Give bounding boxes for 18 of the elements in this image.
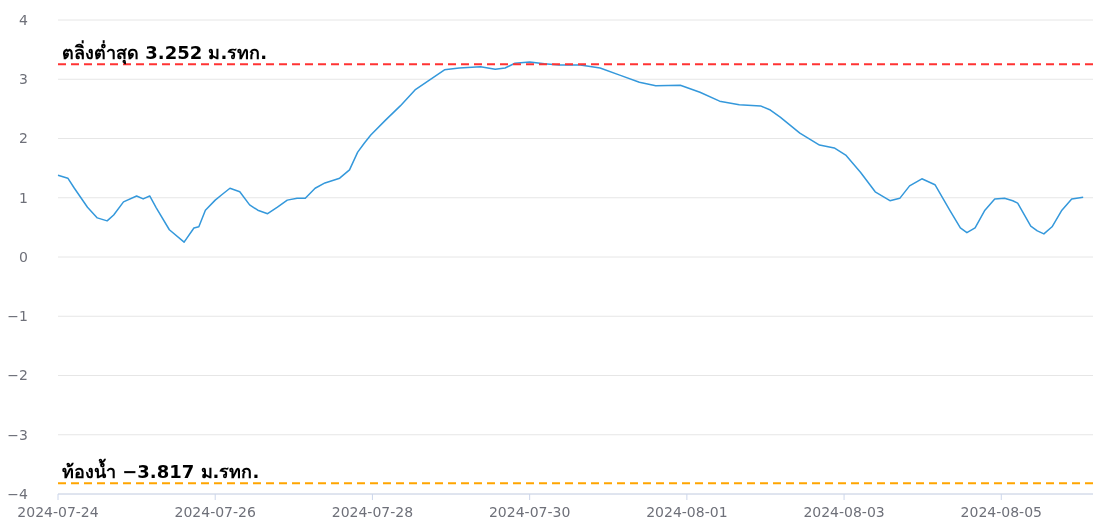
x-tick-label: 2024-07-28 [331, 504, 414, 520]
y-tick-label: −3 [7, 426, 28, 443]
y-tick-label: 0 [19, 248, 28, 265]
y-tick-label: 2 [19, 130, 28, 147]
y-tick-label: 3 [19, 71, 28, 88]
y-tick-label: 1 [19, 189, 28, 206]
y-tick-label: 4 [19, 11, 29, 28]
y-tick-label: −4 [7, 485, 29, 502]
x-tick-label: 2024-08-01 [646, 504, 728, 520]
ref-line-label: ท้องน้ำ −3.817 ม.รทก. [62, 458, 260, 483]
x-tick-label: 2024-07-24 [17, 504, 99, 520]
x-tick-label: 2024-08-05 [960, 504, 1042, 520]
y-tick-label: −1 [7, 308, 28, 325]
x-tick-label: 2024-07-26 [174, 504, 256, 520]
ref-line-label: ตลิ่งต่ำสุด 3.252 ม.รทก. [62, 40, 268, 66]
x-tick-label: 2024-08-03 [803, 504, 885, 520]
y-tick-label: −2 [7, 367, 28, 384]
x-tick-label: 2024-07-30 [488, 504, 571, 520]
